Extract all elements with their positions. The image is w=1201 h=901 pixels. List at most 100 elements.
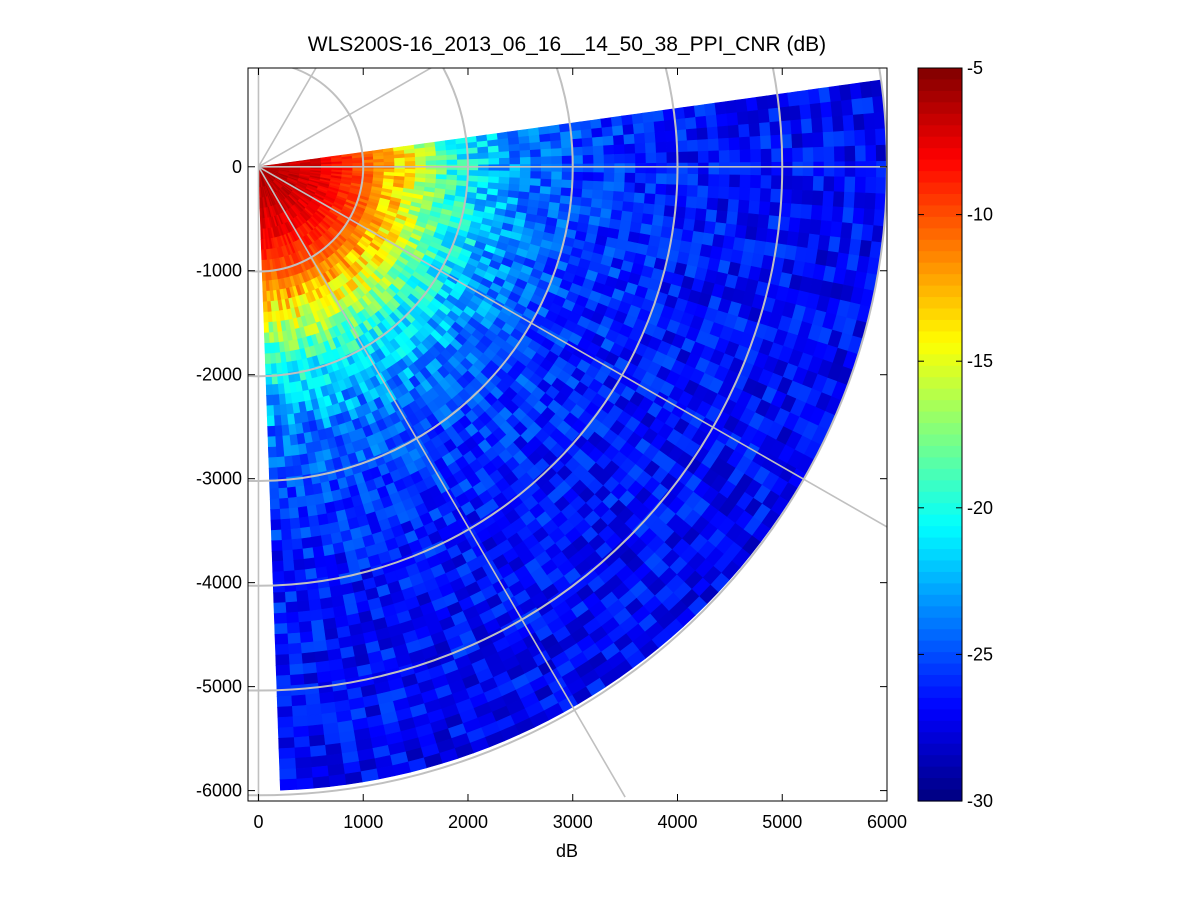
heatmap-cell	[561, 147, 573, 157]
heatmap-cell	[477, 152, 490, 160]
heatmap-cell	[771, 148, 783, 163]
heatmap-cell	[272, 560, 284, 573]
heatmap-cell	[344, 771, 363, 785]
heatmap-cell	[687, 162, 699, 175]
heatmap-cell	[728, 186, 741, 201]
heatmap-cell	[446, 164, 458, 171]
heatmap-cell	[739, 162, 752, 176]
heatmap-cell	[294, 579, 308, 592]
heatmap-cell	[653, 120, 666, 133]
heatmap-cell	[415, 160, 427, 166]
heatmap-cell	[303, 484, 315, 497]
heatmap-cell	[739, 174, 752, 189]
heatmap-cell	[600, 208, 613, 220]
heatmap-cell	[273, 612, 287, 625]
heatmap-cell	[593, 163, 605, 174]
heatmap-cell	[759, 188, 772, 203]
heatmap-cell	[276, 456, 286, 469]
heatmap-cell	[278, 737, 295, 750]
heatmap-cell	[716, 113, 729, 128]
heatmap-cell	[655, 152, 668, 164]
heatmap-cell	[686, 185, 699, 198]
heatmap-cell	[842, 207, 855, 224]
heatmap-cell	[582, 146, 594, 156]
heatmap-cell	[414, 156, 427, 162]
colorbar-swatch	[918, 640, 962, 653]
heatmap-cell	[685, 128, 698, 142]
heatmap-cell	[853, 192, 866, 210]
heatmap-cell	[313, 556, 327, 569]
heatmap-cell	[263, 322, 270, 334]
heatmap-cell	[580, 197, 593, 208]
heatmap-cell	[632, 202, 645, 215]
heatmap-cell	[601, 199, 614, 211]
heatmap-cell	[436, 159, 448, 166]
heatmap-cell	[603, 144, 615, 156]
heatmap-cell	[311, 765, 329, 779]
heatmap-cell	[272, 581, 286, 594]
heatmap-cell	[852, 113, 866, 131]
heatmap-cell	[272, 571, 285, 583]
heatmap-cell	[280, 528, 292, 541]
colorbar-swatch	[918, 732, 962, 745]
heatmap-cell	[612, 191, 625, 203]
heatmap-cell	[477, 175, 490, 184]
heatmap-cell	[550, 186, 562, 197]
heatmap-cell	[295, 589, 309, 603]
heatmap-cell	[518, 135, 531, 145]
heatmap-cell	[308, 734, 326, 748]
heatmap-cell	[747, 109, 760, 125]
heatmap-cell	[621, 114, 634, 126]
heatmap-cell	[682, 218, 696, 232]
heatmap-cell	[832, 115, 845, 133]
heatmap-cell	[717, 125, 730, 140]
heatmap-cell	[262, 301, 268, 313]
heatmap-cell	[707, 138, 720, 152]
heatmap-cell	[697, 185, 709, 199]
heatmap-cell	[842, 114, 855, 132]
heatmap-cell	[624, 153, 636, 164]
heatmap-cell	[635, 152, 647, 164]
colorbar-swatch	[918, 434, 962, 447]
heatmap-cell	[352, 162, 364, 167]
heatmap-cell	[726, 211, 739, 226]
heatmap-cell	[313, 650, 329, 663]
heatmap-cell	[707, 185, 720, 200]
heatmap-cell	[456, 169, 469, 177]
heatmap-cell	[549, 194, 562, 204]
heatmap-cell	[276, 674, 291, 687]
heatmap-cell	[283, 580, 297, 593]
heatmap-cell	[263, 311, 269, 323]
heatmap-cell	[497, 138, 510, 147]
heatmap-cell	[271, 383, 279, 396]
heatmap-cell	[865, 176, 877, 194]
heatmap-cell	[572, 163, 584, 173]
heatmap-cell	[278, 497, 289, 510]
colorbar-swatch	[918, 68, 962, 81]
heatmap-cell	[843, 191, 856, 209]
colorbar-swatch	[918, 549, 962, 562]
x-tick-label: 1000	[343, 812, 383, 832]
heatmap-cell	[851, 98, 865, 116]
colorbar	[918, 68, 962, 802]
heatmap-cell	[540, 148, 552, 158]
heatmap-cell	[383, 161, 396, 167]
x-tick-label: 2000	[448, 812, 488, 832]
heatmap-cell	[801, 190, 814, 206]
heatmap-cell	[726, 112, 739, 127]
heatmap-cell	[665, 130, 678, 143]
heatmap-cell	[810, 204, 824, 221]
heatmap-cell	[830, 100, 844, 118]
heatmap-cell	[310, 535, 323, 549]
heatmap-cell	[592, 136, 604, 147]
heatmap-cell	[834, 161, 846, 178]
colorbar-swatch	[918, 297, 962, 310]
colorbar-swatch	[918, 503, 962, 516]
heatmap-cell	[275, 664, 291, 677]
x-tick-label: 3000	[553, 812, 593, 832]
heatmap-cell	[582, 163, 595, 173]
colorbar-swatch	[918, 113, 962, 126]
heatmap-cell	[286, 622, 300, 635]
heatmap-cell	[715, 210, 729, 225]
colorbar-swatch	[918, 274, 962, 287]
